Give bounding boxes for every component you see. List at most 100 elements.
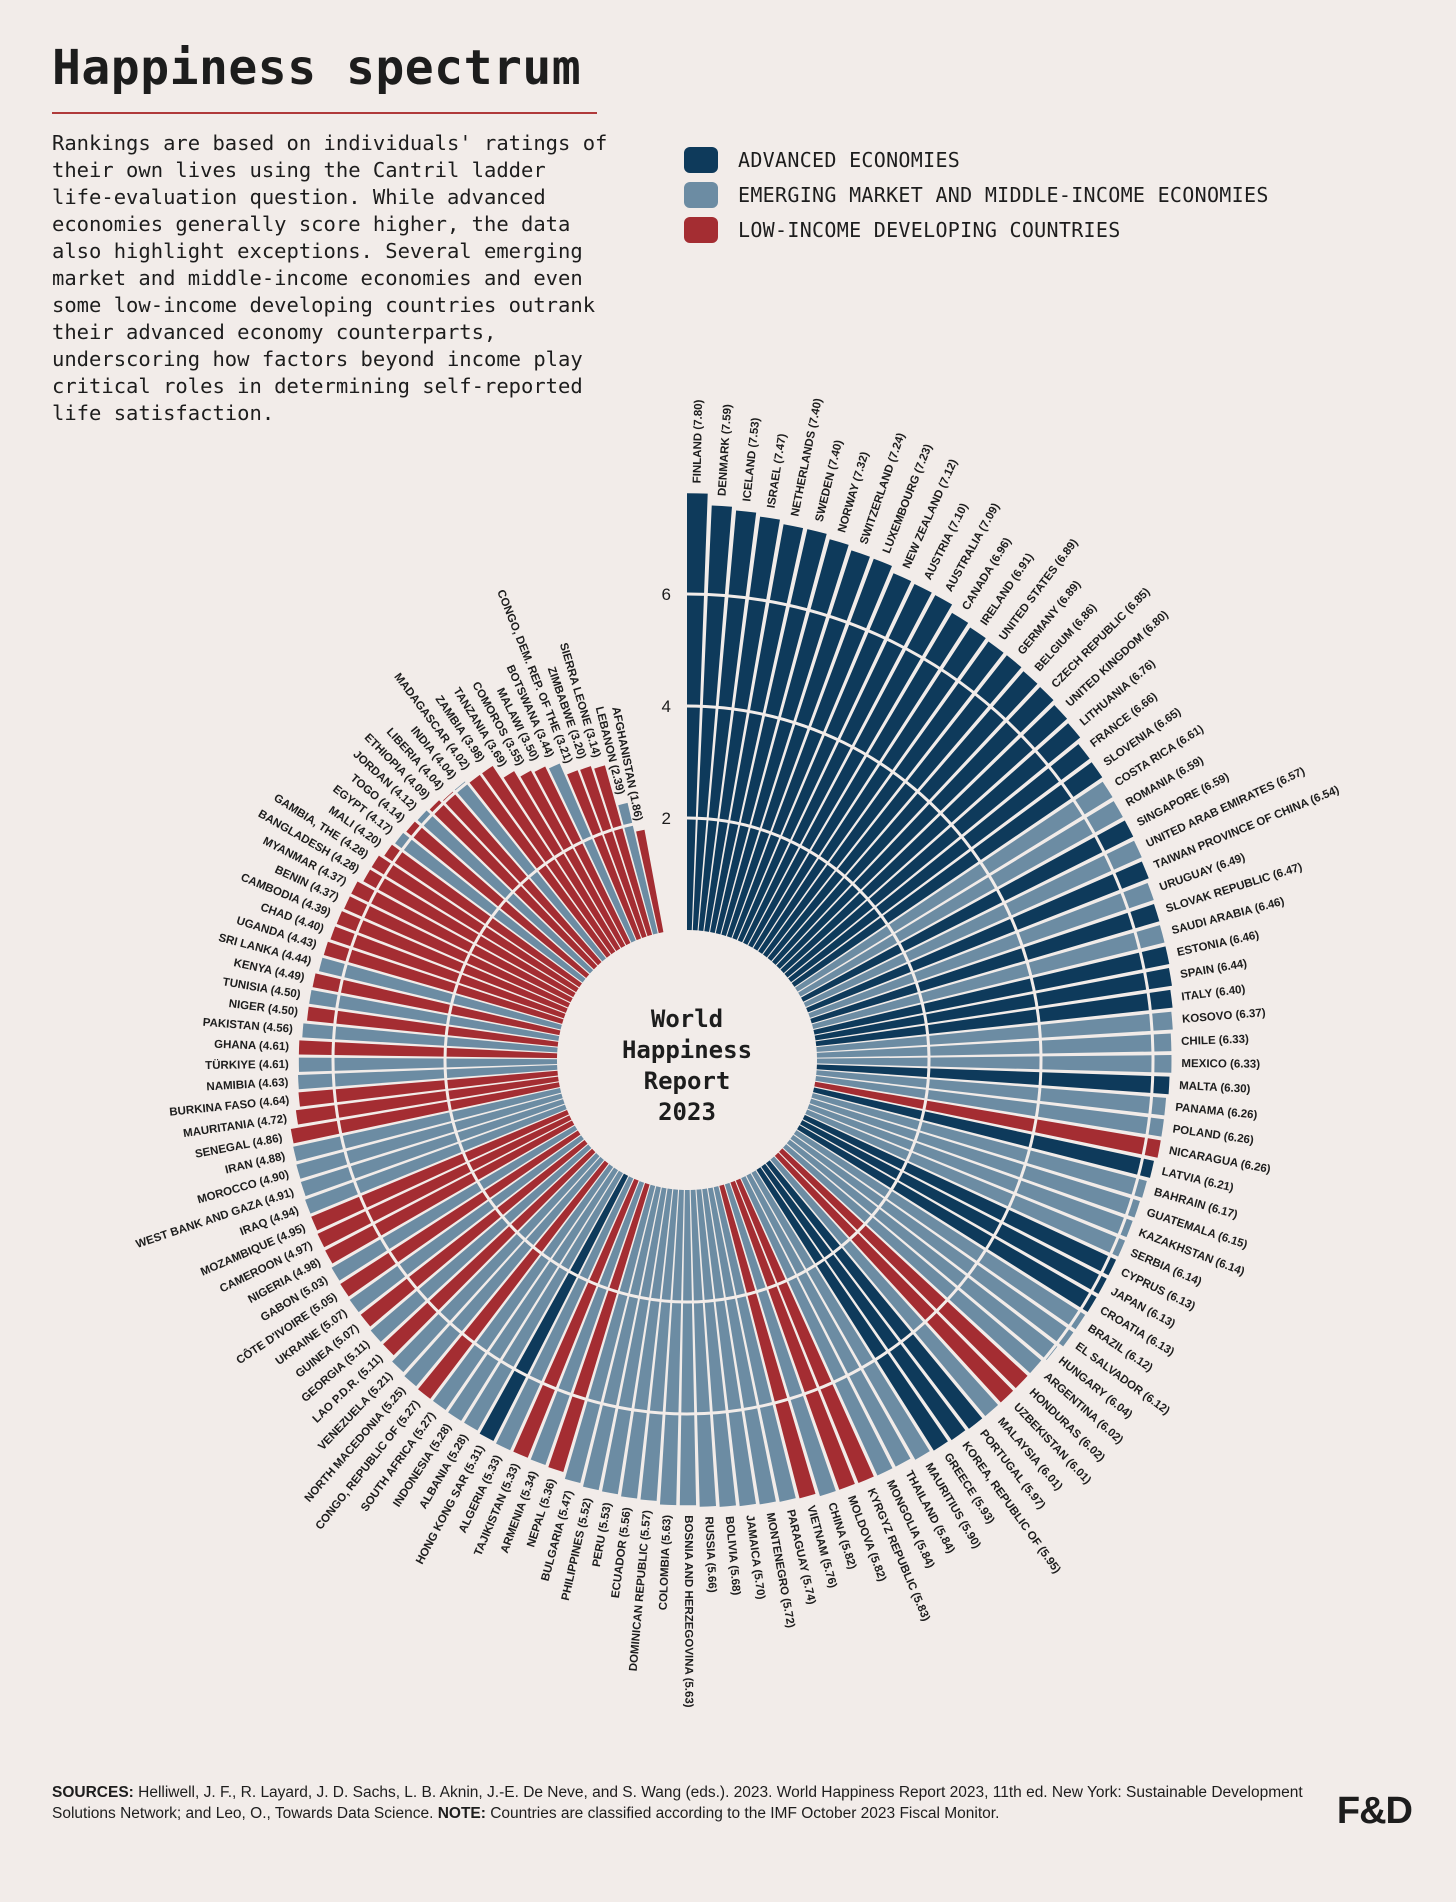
bar-bosnia-and-herzegovina [679,1189,697,1506]
bar-uruguay [808,882,1154,1018]
bar-mongolia [741,1176,893,1476]
bar-bahrain [811,1093,1147,1198]
legend-swatch-low-income [684,216,718,243]
bar-malaysia [770,1156,1000,1418]
bar-t-rkiye [298,1057,558,1072]
label-pakistan: PAKISTAN (4.56) [202,1017,293,1036]
bar-romania [798,801,1123,997]
label-new-zealand: NEW ZEALAND (7.12) [901,457,960,570]
label-niger: NIGER (4.50) [228,998,299,1018]
tick-label-6: 6 [662,585,671,604]
bar-togo [406,821,590,978]
label-ghana: GHANA (4.61) [214,1039,289,1053]
label-france: FRANCE (6.66) [1088,691,1160,750]
label-belgium: BELGIUM (6.86) [1033,602,1100,674]
bar-israel [704,516,780,932]
bar-mexico [816,1055,1172,1073]
bar-czech-republic [776,687,1054,969]
bar-south-africa [432,1164,614,1410]
label-t-rkiye: TÜRKIYE (4.61) [205,1058,289,1072]
bar-benin [344,896,571,1008]
bar-france [788,744,1090,983]
bar-myanmar [351,881,573,1003]
bar-jordan [417,810,594,974]
bar-philippines [582,1186,661,1491]
bar-argentina [783,1144,1044,1375]
bar-nicaragua [814,1081,1161,1158]
bar-mauritius [751,1170,930,1460]
bar-russia [690,1189,717,1507]
bar-new-zealand [737,573,912,943]
label-colombia: COLOMBIA (5.63) [658,1514,674,1610]
bar-hong-kong-sar [479,1173,629,1442]
page-title: Happiness spectrum [52,40,582,96]
bar-slovak-republic [810,904,1160,1024]
bar-algeria [495,1176,634,1451]
label-russia: RUSSIA (5.66) [702,1516,718,1593]
tick-label-2: 2 [662,809,671,828]
bar-kosovo [816,1011,1173,1052]
bar-armenia [530,1181,645,1466]
label-namibia: NAMIBIA (4.63) [206,1077,289,1094]
bar-malawi [534,766,631,946]
bar-croatia [797,1125,1097,1312]
note-text: Countries are classified according to th… [490,1805,1000,1822]
legend-label-emerging: EMERGING MARKET AND MIDDLE-INCOME ECONOM… [738,182,1269,207]
label-panama: PANAMA (6.26) [1175,1102,1258,1122]
bar-albania [464,1170,624,1431]
label-finland: FINLAND (7.80) [692,399,706,483]
bar-korea-republic-of [761,1163,966,1441]
bar-morocco [296,1093,563,1179]
bar-mali [384,844,582,988]
bar-georgia [370,1144,592,1342]
bar-montenegro [707,1187,776,1505]
bar-chad [330,926,566,1019]
bar-latvia [812,1087,1154,1178]
bar-thailand [746,1173,911,1467]
bar-italy [815,989,1173,1047]
bar-iraq [305,1104,567,1214]
center-label: World Happiness Report 2023 [561,934,813,1186]
bar-pakistan [302,1023,558,1053]
bar-panama [816,1070,1167,1116]
bar-bangladesh [363,869,576,998]
bar-tanzania [503,771,621,951]
bar-chile [816,1033,1172,1058]
bar-jamaica [702,1188,756,1507]
bar-greece [756,1167,948,1451]
bar-kyrgyz-republic [735,1178,874,1484]
label-iceland: ICELAND (7.53) [741,417,762,502]
label-malta: MALTA (6.30) [1179,1080,1251,1096]
axis-ticks: 2 4 6 [662,585,671,828]
bar-botswana [548,763,636,943]
bar-japan [800,1120,1107,1294]
bar-kenya [312,973,561,1036]
legend-label-low-income: LOW-INCOME DEVELOPING COUNTRIES [738,217,1121,242]
gridline-ring-2 [443,816,931,1304]
label-peru: PERU (5.53) [591,1501,614,1567]
bar-canada [753,612,969,951]
bar-portugal [765,1160,983,1429]
bar-netherlands [710,524,804,933]
bar-malta [816,1064,1170,1095]
label-spain: SPAIN (6.44) [1179,958,1248,981]
label-denmark: DENMARK (7.59) [717,404,735,497]
label-israel: ISRAEL (7.47) [766,433,789,509]
bar-moldova [730,1180,855,1490]
bar-india [454,781,606,962]
bar-australia [748,595,953,948]
bar-afghanistan [636,829,664,934]
center-label-line: Report [644,1067,731,1095]
bar-ukraine [349,1135,584,1313]
bar-tunisia [309,989,560,1041]
legend-label-advanced: ADVANCED ECONOMIES [738,147,961,172]
bar-senegal [290,1082,560,1144]
bar-namibia [298,1065,558,1090]
legend-swatch-emerging [684,181,718,208]
bar-uzbekistan [774,1152,1015,1404]
bar-ethiopia [429,800,598,970]
label-poland: POLAND (6.26) [1172,1123,1255,1146]
bar-slovenia [791,762,1103,987]
bar-norway [721,539,849,936]
